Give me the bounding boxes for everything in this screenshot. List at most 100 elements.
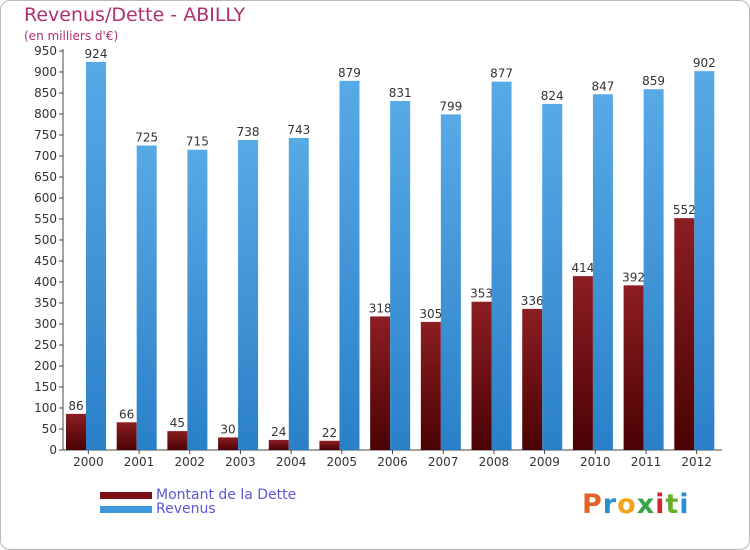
data-label-dette: 45 [170,416,185,430]
bar-revenus [440,114,461,451]
x-tick-label: 2011 [631,455,662,469]
bar-revenus [136,145,157,450]
bar-revenus [491,81,512,450]
data-label-dette: 318 [369,301,392,315]
data-label-revenus: 924 [85,47,108,61]
bar-revenus [288,137,309,450]
data-label-dette: 22 [322,426,337,440]
x-tick-label: 2009 [529,455,560,469]
data-label-dette: 86 [68,399,83,413]
data-label-revenus: 725 [135,131,158,145]
bar-dette [471,301,492,450]
data-label-revenus: 824 [541,89,564,103]
bar-dette [167,431,188,450]
legend-swatch-dette [100,491,152,499]
bar-dette [66,413,86,450]
legend-item-dette: Montant de la Dette [100,487,296,503]
x-tick-label: 2007 [428,455,459,469]
bar-dette [522,308,543,450]
logo-letter: i [655,489,666,520]
x-tick-label: 2001 [124,455,155,469]
bar-revenus [390,100,411,450]
x-tick-label: 2010 [580,455,611,469]
bar-dette [572,276,593,450]
bar-dette [268,439,289,450]
y-tick-label: 0 [49,443,57,457]
legend-item-revenus: Revenus [100,501,216,517]
data-label-dette: 24 [271,425,286,439]
x-tick-label: 2000 [73,455,104,469]
y-tick-label: 100 [34,401,57,415]
y-tick-label: 150 [34,380,57,394]
y-tick-label: 650 [34,170,57,184]
y-tick-label: 900 [34,65,57,79]
bar-dette [319,440,340,450]
y-tick-label: 500 [34,233,57,247]
y-tick-label: 200 [34,359,57,373]
data-label-revenus: 799 [439,99,462,113]
logo-letter: i [679,489,690,520]
logo-letter: x [636,489,656,520]
data-label-dette: 30 [220,422,235,436]
y-tick-label: 350 [34,296,57,310]
bar-dette [116,422,137,450]
bar-revenus [86,61,106,451]
logo-letter: r [602,489,618,520]
bar-dette [420,321,441,450]
y-tick-label: 850 [34,86,57,100]
data-label-dette: 305 [419,307,442,321]
bar-dette [370,316,391,450]
y-tick-label: 950 [34,44,57,58]
y-tick-label: 50 [42,422,57,436]
data-label-revenus: 831 [389,86,412,100]
logo-letter: t [665,489,680,520]
data-label-revenus: 859 [642,74,665,88]
bar-dette [218,437,239,450]
bar-revenus [542,103,563,451]
data-label-revenus: 877 [490,67,513,81]
data-label-dette: 353 [470,287,493,301]
data-label-dette: 336 [521,294,544,308]
bar-revenus [694,71,715,450]
data-label-dette: 66 [119,407,134,421]
data-label-revenus: 902 [693,56,716,70]
proxiti-logo: Proxiti [582,489,690,520]
x-tick-label: 2004 [276,455,307,469]
chart-title: Revenus/Dette - ABILLY [24,4,246,26]
bar-revenus [643,89,664,450]
data-label-revenus: 847 [591,79,614,93]
y-tick-label: 550 [34,212,57,226]
y-tick-label: 750 [34,128,57,142]
y-tick-label: 700 [34,149,57,163]
y-tick-label: 400 [34,275,57,289]
data-label-revenus: 743 [287,123,310,137]
x-tick-label: 2005 [327,455,358,469]
y-tick-label: 800 [34,107,57,121]
x-tick-label: 2006 [377,455,408,469]
logo-letter: P [582,489,603,520]
data-label-dette: 392 [622,270,645,284]
x-tick-label: 2008 [479,455,510,469]
y-tick-label: 250 [34,338,57,352]
x-tick-label: 2003 [225,455,256,469]
logo-letter: o [617,489,637,520]
y-tick-label: 450 [34,254,57,268]
bar-revenus [187,149,208,450]
data-label-dette: 414 [571,261,594,275]
legend-label-dette: Montant de la Dette [156,487,297,503]
x-tick-label: 2002 [174,455,205,469]
bar-dette [674,218,695,450]
data-label-revenus: 715 [186,135,209,149]
bar-revenus [238,140,259,451]
data-label-revenus: 879 [338,66,361,80]
x-tick-label: 2012 [681,455,712,469]
bar-dette [623,285,644,450]
legend-label-revenus: Revenus [156,501,216,517]
chart-subtitle: (en milliers d'€) [24,29,119,43]
legend-swatch-revenus [100,505,152,513]
y-tick-label: 300 [34,317,57,331]
data-label-dette: 552 [673,203,696,217]
data-label-revenus: 738 [237,125,260,139]
